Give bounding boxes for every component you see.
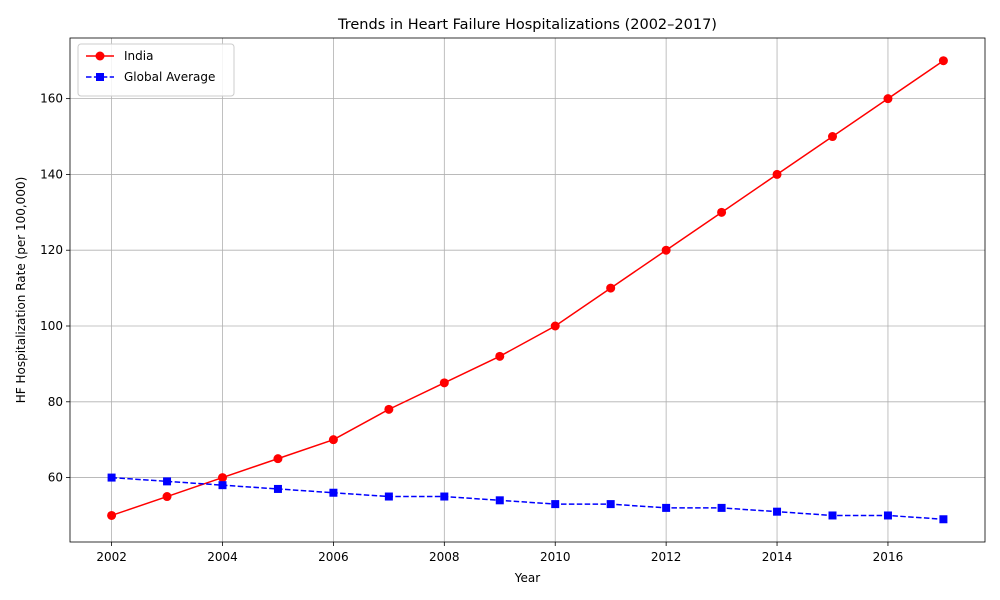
data-point-square bbox=[662, 503, 671, 512]
data-point-circle bbox=[439, 378, 449, 388]
data-point-circle bbox=[606, 283, 616, 293]
data-point-square bbox=[218, 481, 227, 490]
x-tick-label: 2014 bbox=[762, 550, 793, 564]
data-point-square bbox=[606, 500, 615, 509]
data-point-circle bbox=[162, 492, 172, 502]
data-point-square bbox=[883, 511, 892, 520]
x-tick-label: 2002 bbox=[96, 550, 127, 564]
data-point-square bbox=[495, 496, 504, 505]
x-tick-label: 2012 bbox=[651, 550, 682, 564]
legend-marker-square bbox=[96, 73, 104, 81]
data-point-circle bbox=[717, 207, 727, 217]
data-point-circle bbox=[550, 321, 560, 331]
axis-ticks: 2002 2004 2006 2008 2010 2012 2014 2016 60 80 100 1… bbox=[40, 92, 903, 564]
data-point-circle bbox=[328, 435, 338, 445]
chart-title: Trends in Heart Failure Hospitalizations… bbox=[337, 17, 717, 33]
x-tick-label: 2006 bbox=[318, 550, 349, 564]
data-point-circle bbox=[883, 94, 893, 104]
data-point-square bbox=[163, 477, 172, 486]
x-tick-label: 2008 bbox=[429, 550, 460, 564]
data-point-square bbox=[384, 492, 393, 501]
data-point-circle bbox=[107, 510, 117, 520]
data-point-circle bbox=[772, 169, 782, 179]
data-point-square bbox=[273, 484, 282, 493]
data-point-square bbox=[551, 500, 560, 509]
data-point-square bbox=[440, 492, 449, 501]
data-point-square bbox=[773, 507, 782, 516]
data-point-square bbox=[107, 473, 116, 482]
data-series bbox=[107, 56, 948, 524]
series-line-1 bbox=[111, 476, 944, 521]
x-axis-label: Year bbox=[514, 571, 540, 585]
y-tick-label: 140 bbox=[40, 167, 63, 181]
data-point-square bbox=[717, 503, 726, 512]
data-point-circle bbox=[495, 351, 505, 361]
series-line-0 bbox=[111, 60, 944, 517]
data-point-circle bbox=[273, 454, 283, 464]
y-axis-label: HF Hospitalization Rate (per 100,000) bbox=[14, 177, 28, 404]
data-point-square bbox=[939, 515, 948, 524]
legend-marker-circle bbox=[95, 51, 105, 61]
data-point-circle bbox=[384, 404, 394, 414]
x-tick-label: 2010 bbox=[540, 550, 571, 564]
data-point-square bbox=[329, 488, 338, 497]
y-tick-label: 80 bbox=[48, 395, 63, 409]
legend-label: Global Average bbox=[124, 70, 215, 84]
plot-frame bbox=[69, 37, 986, 543]
legend: India Global Average bbox=[77, 43, 235, 97]
y-tick-label: 60 bbox=[48, 471, 63, 485]
data-point-square bbox=[828, 511, 837, 520]
data-point-circle bbox=[661, 245, 671, 255]
x-tick-label: 2016 bbox=[873, 550, 904, 564]
y-tick-label: 100 bbox=[40, 319, 63, 333]
data-point-circle bbox=[828, 132, 837, 142]
data-point-circle bbox=[938, 56, 948, 66]
y-tick-label: 120 bbox=[40, 243, 63, 257]
y-tick-label: 160 bbox=[40, 92, 63, 106]
legend-label: India bbox=[124, 49, 153, 63]
legend-box bbox=[77, 43, 235, 97]
data-point-circle bbox=[218, 473, 227, 483]
x-tick-label: 2004 bbox=[207, 550, 238, 564]
